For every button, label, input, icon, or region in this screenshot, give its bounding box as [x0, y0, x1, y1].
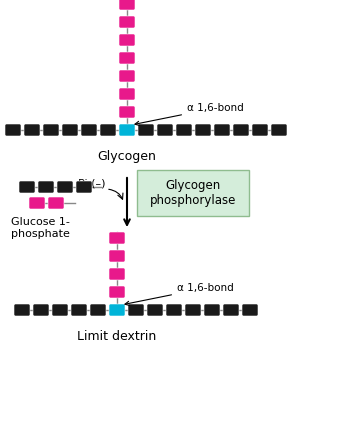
Text: Pi (–): Pi (–) — [78, 178, 106, 188]
FancyBboxPatch shape — [223, 304, 239, 316]
FancyBboxPatch shape — [14, 304, 30, 316]
FancyBboxPatch shape — [166, 304, 182, 316]
Text: α 1,6-bond: α 1,6-bond — [135, 103, 244, 125]
FancyBboxPatch shape — [242, 304, 258, 316]
FancyBboxPatch shape — [109, 286, 125, 298]
FancyBboxPatch shape — [119, 106, 135, 118]
FancyBboxPatch shape — [119, 70, 135, 82]
FancyBboxPatch shape — [24, 124, 40, 136]
FancyBboxPatch shape — [71, 304, 87, 316]
FancyBboxPatch shape — [76, 181, 92, 193]
FancyBboxPatch shape — [52, 304, 68, 316]
FancyBboxPatch shape — [185, 304, 201, 316]
FancyBboxPatch shape — [19, 181, 35, 193]
Text: Glucose 1-
phosphate: Glucose 1- phosphate — [10, 217, 69, 239]
FancyBboxPatch shape — [100, 124, 116, 136]
FancyBboxPatch shape — [109, 304, 125, 316]
FancyBboxPatch shape — [38, 181, 54, 193]
FancyBboxPatch shape — [81, 124, 97, 136]
FancyBboxPatch shape — [109, 232, 125, 244]
FancyBboxPatch shape — [204, 304, 220, 316]
FancyBboxPatch shape — [157, 124, 173, 136]
FancyBboxPatch shape — [109, 268, 125, 280]
FancyBboxPatch shape — [62, 124, 78, 136]
FancyBboxPatch shape — [119, 52, 135, 64]
Text: Limit dextrin: Limit dextrin — [77, 330, 157, 343]
Text: α 1,6-bond: α 1,6-bond — [125, 283, 234, 305]
FancyBboxPatch shape — [233, 124, 249, 136]
FancyBboxPatch shape — [5, 124, 21, 136]
FancyBboxPatch shape — [214, 124, 230, 136]
FancyBboxPatch shape — [119, 16, 135, 28]
Text: Glycogen
phosphorylase: Glycogen phosphorylase — [150, 179, 236, 207]
FancyBboxPatch shape — [57, 181, 73, 193]
FancyBboxPatch shape — [119, 34, 135, 46]
FancyBboxPatch shape — [109, 250, 125, 262]
FancyBboxPatch shape — [147, 304, 163, 316]
FancyBboxPatch shape — [29, 197, 45, 209]
FancyBboxPatch shape — [48, 197, 64, 209]
FancyBboxPatch shape — [128, 304, 144, 316]
FancyBboxPatch shape — [119, 88, 135, 100]
FancyBboxPatch shape — [195, 124, 211, 136]
FancyBboxPatch shape — [33, 304, 49, 316]
FancyBboxPatch shape — [138, 124, 154, 136]
FancyBboxPatch shape — [271, 124, 287, 136]
FancyBboxPatch shape — [119, 124, 135, 136]
Text: Glycogen: Glycogen — [98, 150, 156, 163]
FancyBboxPatch shape — [176, 124, 192, 136]
FancyBboxPatch shape — [90, 304, 106, 316]
FancyBboxPatch shape — [252, 124, 268, 136]
FancyBboxPatch shape — [119, 0, 135, 10]
FancyBboxPatch shape — [137, 170, 249, 216]
FancyBboxPatch shape — [43, 124, 59, 136]
